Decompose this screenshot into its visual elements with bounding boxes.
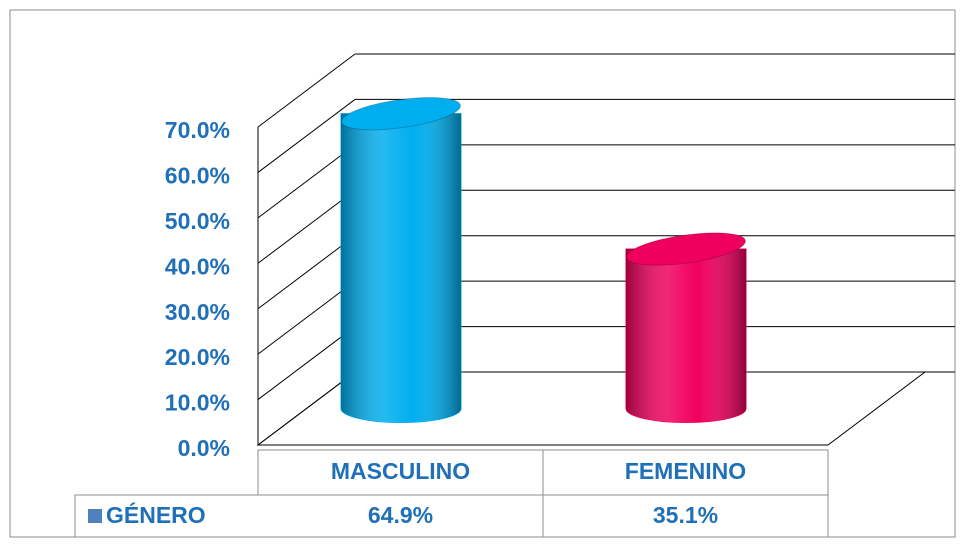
y-tick-label: 10.0% (165, 390, 230, 416)
grid-line-side (257, 235, 356, 310)
x-tick-label: MASCULINO (331, 458, 470, 484)
bar-top (341, 96, 461, 131)
grid-line-side (257, 371, 356, 446)
grid-line-side (257, 99, 356, 173)
bar-shade (341, 113, 461, 423)
x-tick-label: FEMENINO (625, 458, 746, 484)
legend-label: GÉNERO (106, 501, 206, 528)
grid-line-side (257, 144, 356, 219)
value-label: 64.9% (368, 502, 433, 528)
table-cell (74, 494, 829, 538)
grid-line-side (257, 53, 356, 128)
bar (625, 232, 747, 423)
bar-shade (626, 249, 746, 423)
grid-line-side (257, 326, 356, 400)
y-tick-label: 60.0% (165, 163, 230, 189)
y-tick-label: 20.0% (165, 344, 230, 370)
bar (340, 96, 462, 423)
bar-top (626, 232, 746, 266)
y-tick-label: 50.0% (165, 208, 230, 234)
value-label: 35.1% (653, 502, 718, 528)
grid-line-side (257, 189, 356, 264)
y-tick-label: 70.0% (165, 117, 230, 143)
chart-frame (9, 9, 956, 538)
y-tick-label: 40.0% (165, 253, 230, 279)
y-tick-label: 30.0% (165, 299, 230, 325)
legend-swatch (88, 509, 102, 523)
grid-line-side (257, 280, 356, 355)
y-tick-label: 0.0% (178, 435, 230, 461)
